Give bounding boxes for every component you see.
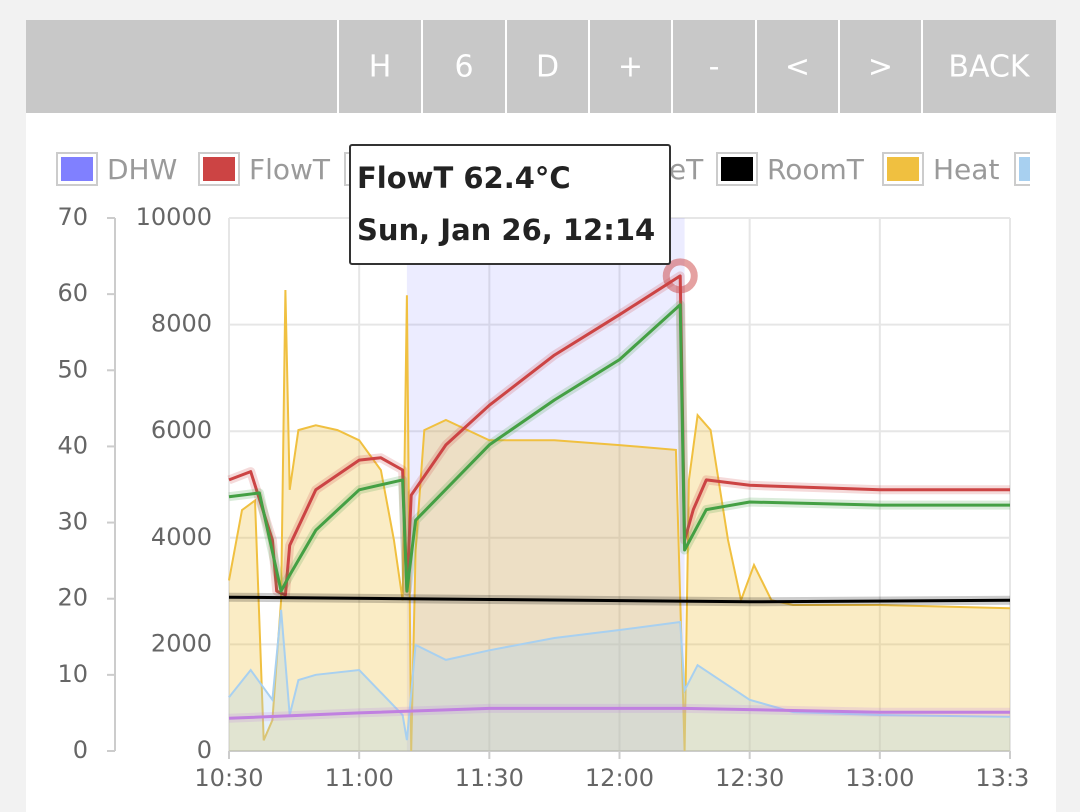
button-bg[interactable] (506, 20, 589, 113)
button-bg[interactable] (839, 20, 922, 113)
y2-tick-label: 2000 (151, 629, 212, 657)
toolbar-button[interactable]: > (838, 20, 922, 113)
legend-swatch (1019, 157, 1030, 181)
y-tick-label: 50 (57, 355, 88, 383)
chart: DHWFlowTReturnTOutsideTRoomTHeat02000400… (56, 152, 1055, 792)
line (228, 274, 1010, 597)
legend-item[interactable]: DHW (56, 152, 177, 186)
legend-item[interactable]: RoomT (716, 152, 865, 186)
button-label[interactable]: + (618, 50, 643, 85)
y-tick-label: 10 (57, 660, 88, 688)
y2-tick-label: 0 (197, 736, 212, 764)
legend-label: FlowT (249, 153, 331, 186)
button-bg[interactable] (422, 20, 506, 113)
toolbar-button[interactable]: - (671, 20, 756, 113)
y-tick-label: 0 (73, 736, 88, 764)
highlight-point (662, 258, 698, 294)
button-label[interactable]: - (709, 50, 720, 85)
x-tick-label: 11:00 (325, 764, 394, 792)
line (228, 595, 1011, 604)
area-line (228, 289, 1011, 752)
button-bg[interactable] (922, 20, 1056, 113)
button-bg[interactable] (589, 20, 672, 113)
legend-label: Heat (933, 153, 999, 186)
legend-label: DHW (107, 153, 177, 186)
toolbar-button[interactable]: H (337, 20, 422, 113)
toolbar-button[interactable]: 6 (421, 20, 506, 113)
y2-tick-label: 6000 (151, 416, 212, 444)
button-label[interactable]: H (369, 50, 392, 85)
y-tick-label: 60 (57, 279, 88, 307)
line (228, 706, 1010, 720)
y2-tick-label: 10000 (136, 203, 212, 231)
tooltip-line: Sun, Jan 26, 12:14 (357, 213, 655, 247)
toolbar-button[interactable]: + (588, 20, 672, 113)
y2-tick-label: 4000 (151, 523, 212, 551)
x-tick-label: 13:00 (845, 764, 914, 792)
button-label[interactable]: > (868, 50, 893, 85)
y-tick-label: 70 (57, 203, 88, 231)
legend-swatch (61, 157, 93, 181)
y-tick-label: 20 (57, 584, 88, 612)
area-line (228, 609, 1011, 741)
toolbar-button[interactable]: D (505, 20, 589, 113)
tooltip: FlowT 62.4°C Sun, Jan 26, 12:14 (349, 144, 671, 265)
x-tick-label: 10:30 (194, 764, 263, 792)
legend-item[interactable] (1014, 152, 1055, 186)
button-label[interactable]: D (536, 50, 559, 85)
button-label[interactable]: < (785, 50, 810, 85)
legend-swatch (887, 157, 919, 181)
button-label[interactable]: 6 (454, 50, 473, 85)
x-tick-label: 12:30 (715, 764, 784, 792)
button-label[interactable]: BACK (948, 50, 1031, 85)
dhw-band (406, 218, 685, 751)
y2-tick-label: 8000 (151, 310, 212, 338)
toolbar-buttons: H 6 D + - < > BACK (337, 20, 1056, 113)
legend-swatch (203, 157, 235, 181)
tooltip-box (349, 144, 671, 265)
button-bg[interactable] (756, 20, 839, 113)
area-fill (229, 290, 1010, 751)
legend-item[interactable]: FlowT (198, 152, 331, 186)
tooltip-line: FlowT 62.4°C (357, 161, 571, 195)
legend-swatch (721, 157, 753, 181)
y-tick-label: 40 (57, 431, 88, 459)
x-tick-label: 12:00 (585, 764, 654, 792)
toolbar-button[interactable]: < (755, 20, 839, 113)
x-tick-label: 11:30 (455, 764, 524, 792)
line (228, 303, 1010, 593)
area-fill (229, 609, 1010, 751)
button-bg[interactable] (338, 20, 422, 113)
legend-label: RoomT (767, 153, 865, 186)
x-tick-label: 13:30 (975, 764, 1044, 792)
toolbar-button[interactable]: BACK (921, 20, 1056, 113)
button-bg[interactable] (672, 20, 756, 113)
legend-item[interactable]: Heat (882, 152, 999, 186)
y-tick-label: 30 (57, 508, 88, 536)
